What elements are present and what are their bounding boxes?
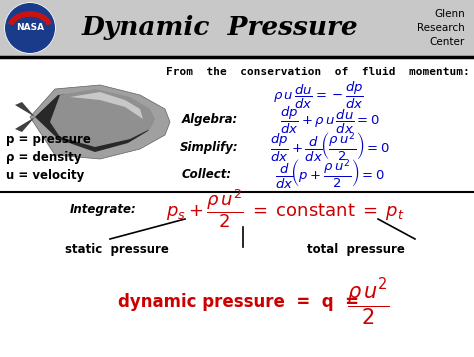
Text: u = velocity: u = velocity — [6, 169, 84, 181]
Text: Algebra:: Algebra: — [182, 114, 238, 126]
Text: total  pressure: total pressure — [307, 242, 405, 256]
Text: $\dfrac{dp}{dx} + \rho\,u\,\dfrac{du}{dx} = 0$: $\dfrac{dp}{dx} + \rho\,u\,\dfrac{du}{dx… — [280, 105, 380, 136]
Circle shape — [5, 3, 55, 53]
Polygon shape — [30, 85, 170, 159]
Polygon shape — [35, 92, 153, 152]
Text: Collect:: Collect: — [182, 167, 232, 181]
Text: Dynamic  Pressure: Dynamic Pressure — [82, 15, 358, 40]
Text: NASA: NASA — [16, 24, 44, 32]
Bar — [0, 0, 474, 57]
Polygon shape — [50, 89, 155, 147]
Text: Glenn
Research
Center: Glenn Research Center — [417, 9, 465, 47]
Text: $p_s + \dfrac{\rho\,u^2}{2}\;=\;\mathrm{constant}\;=\;p_t$: $p_s + \dfrac{\rho\,u^2}{2}\;=\;\mathrm{… — [166, 188, 404, 230]
Text: Integrate:: Integrate: — [70, 202, 137, 216]
Text: static  pressure: static pressure — [65, 242, 169, 256]
Text: $\dfrac{d}{dx}\!\left(p + \dfrac{\rho\,u^2}{2}\right) = 0$: $\dfrac{d}{dx}\!\left(p + \dfrac{\rho\,u… — [275, 157, 385, 191]
Bar — [0, 57, 474, 357]
Text: ρ = density: ρ = density — [6, 151, 82, 164]
Text: dynamic pressure  =  q  =: dynamic pressure = q = — [118, 293, 359, 311]
Polygon shape — [70, 92, 143, 119]
Circle shape — [5, 3, 55, 53]
Text: $\dfrac{dp}{dx} + \dfrac{d}{dx}\!\left(\dfrac{\rho\,u^2}{2}\right) = 0$: $\dfrac{dp}{dx} + \dfrac{d}{dx}\!\left(\… — [270, 130, 390, 164]
Text: $\rho\,u\,\dfrac{du}{dx} = -\dfrac{dp}{dx}$: $\rho\,u\,\dfrac{du}{dx} = -\dfrac{dp}{d… — [273, 80, 364, 111]
Text: $\dfrac{\rho\,u^2}{2}$: $\dfrac{\rho\,u^2}{2}$ — [346, 276, 389, 328]
Polygon shape — [15, 102, 35, 117]
Polygon shape — [15, 117, 35, 132]
Text: p = pressure: p = pressure — [6, 132, 91, 146]
Text: From  the  conservation  of  fluid  momentum:: From the conservation of fluid momentum: — [166, 67, 470, 77]
Text: Simplify:: Simplify: — [180, 141, 238, 154]
